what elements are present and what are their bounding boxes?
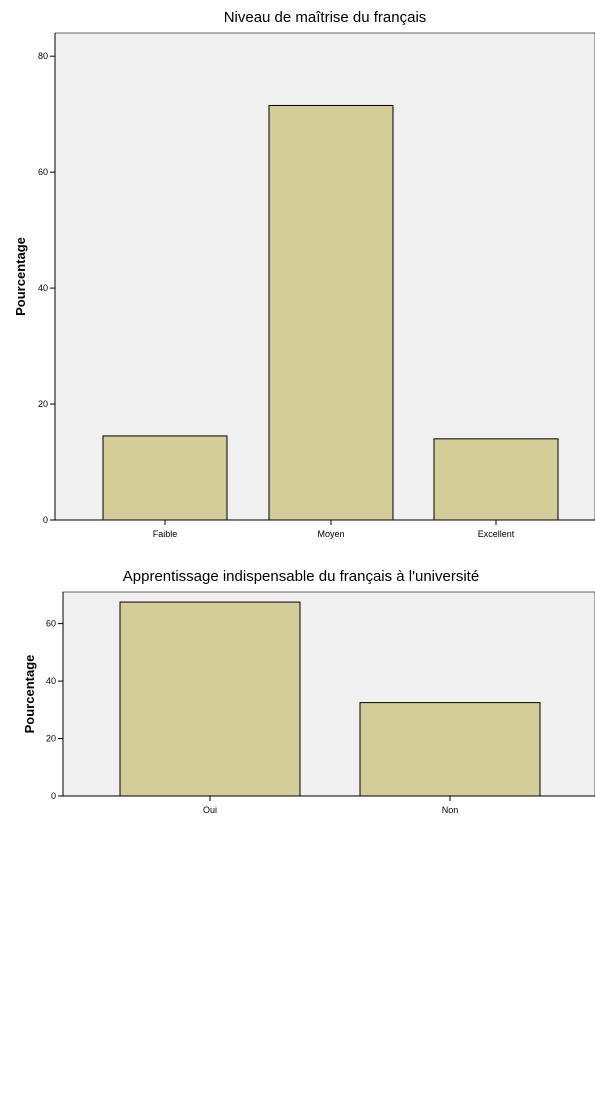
x-tick-label: Moyen bbox=[317, 529, 344, 539]
y-tick-label: 20 bbox=[38, 399, 48, 409]
y-tick-label: 60 bbox=[46, 619, 56, 629]
y-tick-label: 0 bbox=[43, 515, 48, 525]
bar-faible bbox=[102, 435, 228, 521]
chart-1: Niveau de maîtrise du français Pourcentag… bbox=[13, 9, 595, 539]
y-tick-label: 60 bbox=[38, 167, 48, 177]
y-tick-label: 40 bbox=[46, 676, 56, 686]
y-axis-label: Pourcentage bbox=[22, 655, 37, 734]
y-tick-label: 20 bbox=[46, 734, 56, 744]
y-tick-label: 0 bbox=[51, 791, 56, 801]
x-tick-label: Excellent bbox=[478, 529, 515, 539]
bar-oui bbox=[119, 601, 301, 797]
chart-title: Niveau de maîtrise du français bbox=[224, 9, 427, 26]
bar-moyen bbox=[268, 104, 394, 521]
x-tick-label: Oui bbox=[203, 805, 217, 815]
chart-2: Apprentissage indispensable du français … bbox=[22, 568, 595, 815]
y-tick-label: 40 bbox=[38, 283, 48, 293]
y-axis-label: Pourcentage bbox=[13, 237, 28, 316]
chart-title: Apprentissage indispensable du français … bbox=[123, 568, 479, 585]
bar-excellent bbox=[433, 438, 559, 521]
y-tick-label: 80 bbox=[38, 51, 48, 61]
bar-non bbox=[359, 702, 541, 797]
x-tick-label: Faible bbox=[153, 529, 178, 539]
x-tick-label: Non bbox=[442, 805, 459, 815]
